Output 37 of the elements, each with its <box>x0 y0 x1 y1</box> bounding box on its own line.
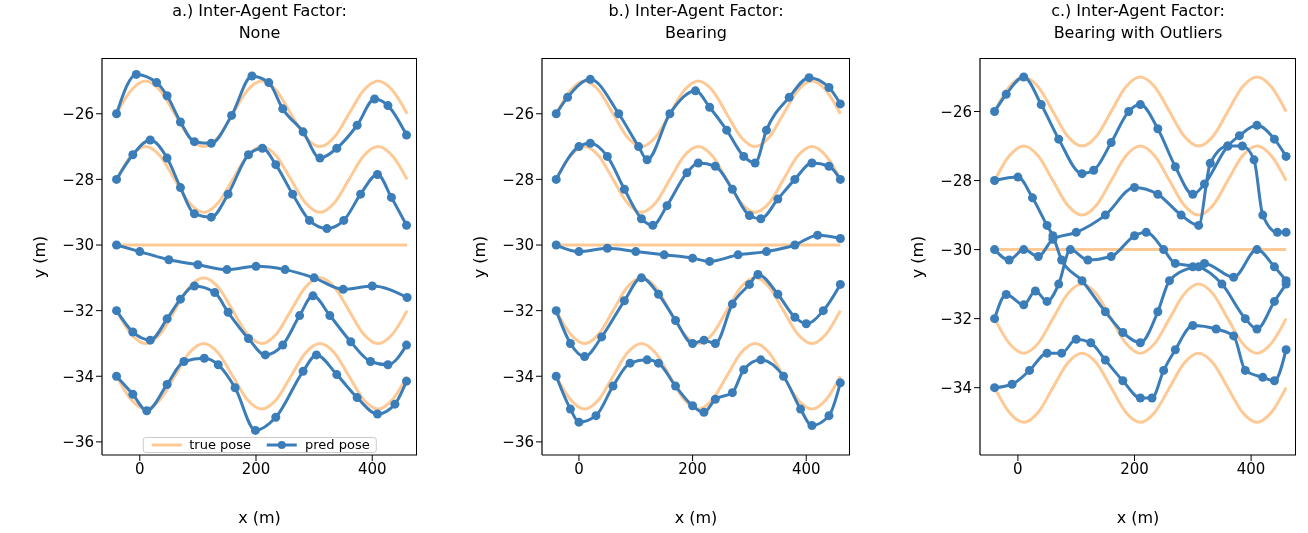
x-tick-label: 200 <box>1120 459 1149 478</box>
y-tick-label: −36 <box>502 433 534 452</box>
y-tick-label: −28 <box>502 170 534 189</box>
y-tick-label: −26 <box>940 102 972 121</box>
x-tick-label: 0 <box>135 459 145 478</box>
x-tick-label: 0 <box>574 459 584 478</box>
x-tick-label: 400 <box>1236 459 1266 478</box>
y-tick-label: −26 <box>502 105 534 124</box>
x-tick-label: 400 <box>791 459 821 478</box>
legend-label: true pose <box>189 437 252 452</box>
y-tick-label: −30 <box>62 236 94 255</box>
y-tick-label: −34 <box>62 367 94 386</box>
x-axis-title: x (m) <box>674 508 718 527</box>
y-tick-label: −30 <box>502 236 534 255</box>
chart-title: a.) Inter-Agent Factor: None <box>171 0 348 44</box>
y-axis-title: y (m) <box>908 235 928 278</box>
y-tick-label: −36 <box>62 433 94 452</box>
y-tick-label: −30 <box>940 240 972 259</box>
y-axis-title: y (m) <box>470 235 490 278</box>
x-tick-label: 400 <box>357 459 387 478</box>
y-tick-label: −26 <box>62 105 94 124</box>
y-tick-label: −32 <box>940 309 972 328</box>
x-tick-label: 200 <box>678 459 707 478</box>
x-axis-title: x (m) <box>1116 508 1160 527</box>
y-tick-label: −28 <box>62 170 94 189</box>
y-tick-label: −34 <box>940 379 972 398</box>
y-axis-title: y (m) <box>30 235 50 278</box>
chart-title: c.) Inter-Agent Factor: Bearing with Outliers <box>1050 0 1226 44</box>
x-tick-label: 0 <box>1013 459 1023 478</box>
legend-label: pred pose <box>305 437 370 452</box>
y-tick-label: −32 <box>502 301 534 320</box>
y-tick-label: −28 <box>940 171 972 190</box>
x-axis-title: x (m) <box>238 508 281 527</box>
y-tick-label: −34 <box>502 367 534 386</box>
chart-title: b.) Inter-Agent Factor: Bearing <box>607 0 785 44</box>
y-tick-label: −32 <box>62 301 94 320</box>
x-tick-label: 200 <box>241 459 271 478</box>
